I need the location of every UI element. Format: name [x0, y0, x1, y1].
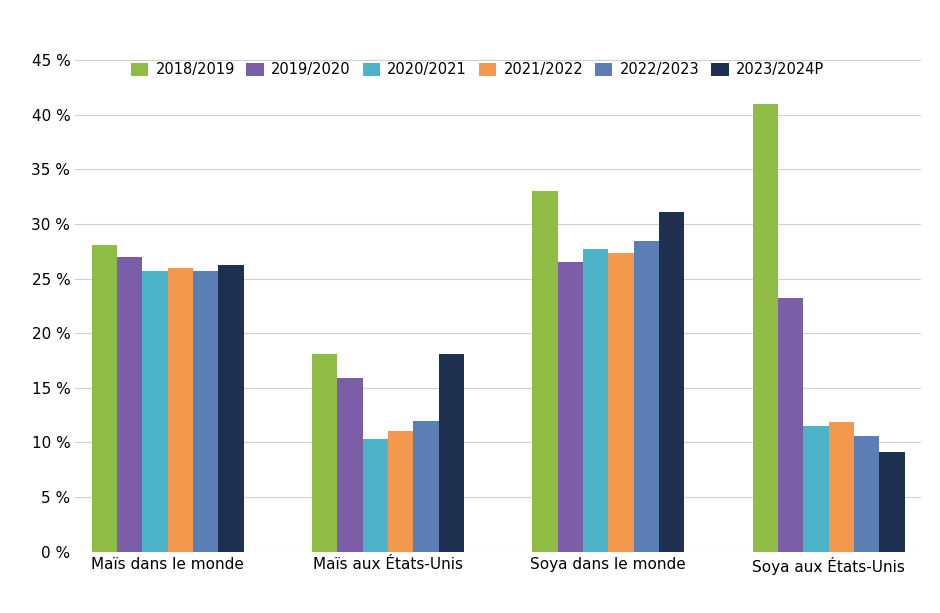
Legend: 2018/2019, 2019/2020, 2020/2021, 2021/2022, 2022/2023, 2023/2024P: 2018/2019, 2019/2020, 2020/2021, 2021/20…	[125, 56, 830, 83]
Bar	[753, 104, 778, 552]
Bar	[439, 354, 464, 552]
Bar	[337, 378, 363, 552]
Bar	[92, 245, 118, 552]
Bar	[414, 421, 439, 552]
Bar	[118, 257, 142, 552]
Bar	[778, 298, 804, 552]
Bar	[634, 242, 659, 552]
Bar	[167, 268, 193, 552]
Bar	[388, 432, 414, 552]
Bar	[218, 265, 243, 552]
Bar	[804, 426, 829, 552]
Bar	[363, 439, 388, 552]
Bar	[829, 422, 854, 552]
Bar	[142, 271, 167, 552]
Bar	[312, 354, 337, 552]
Bar	[532, 191, 557, 552]
Bar	[583, 249, 608, 552]
Bar	[557, 262, 583, 552]
Bar	[659, 212, 684, 552]
Bar	[879, 452, 904, 552]
Bar	[193, 271, 218, 552]
Bar	[608, 253, 634, 552]
Bar	[854, 436, 879, 552]
